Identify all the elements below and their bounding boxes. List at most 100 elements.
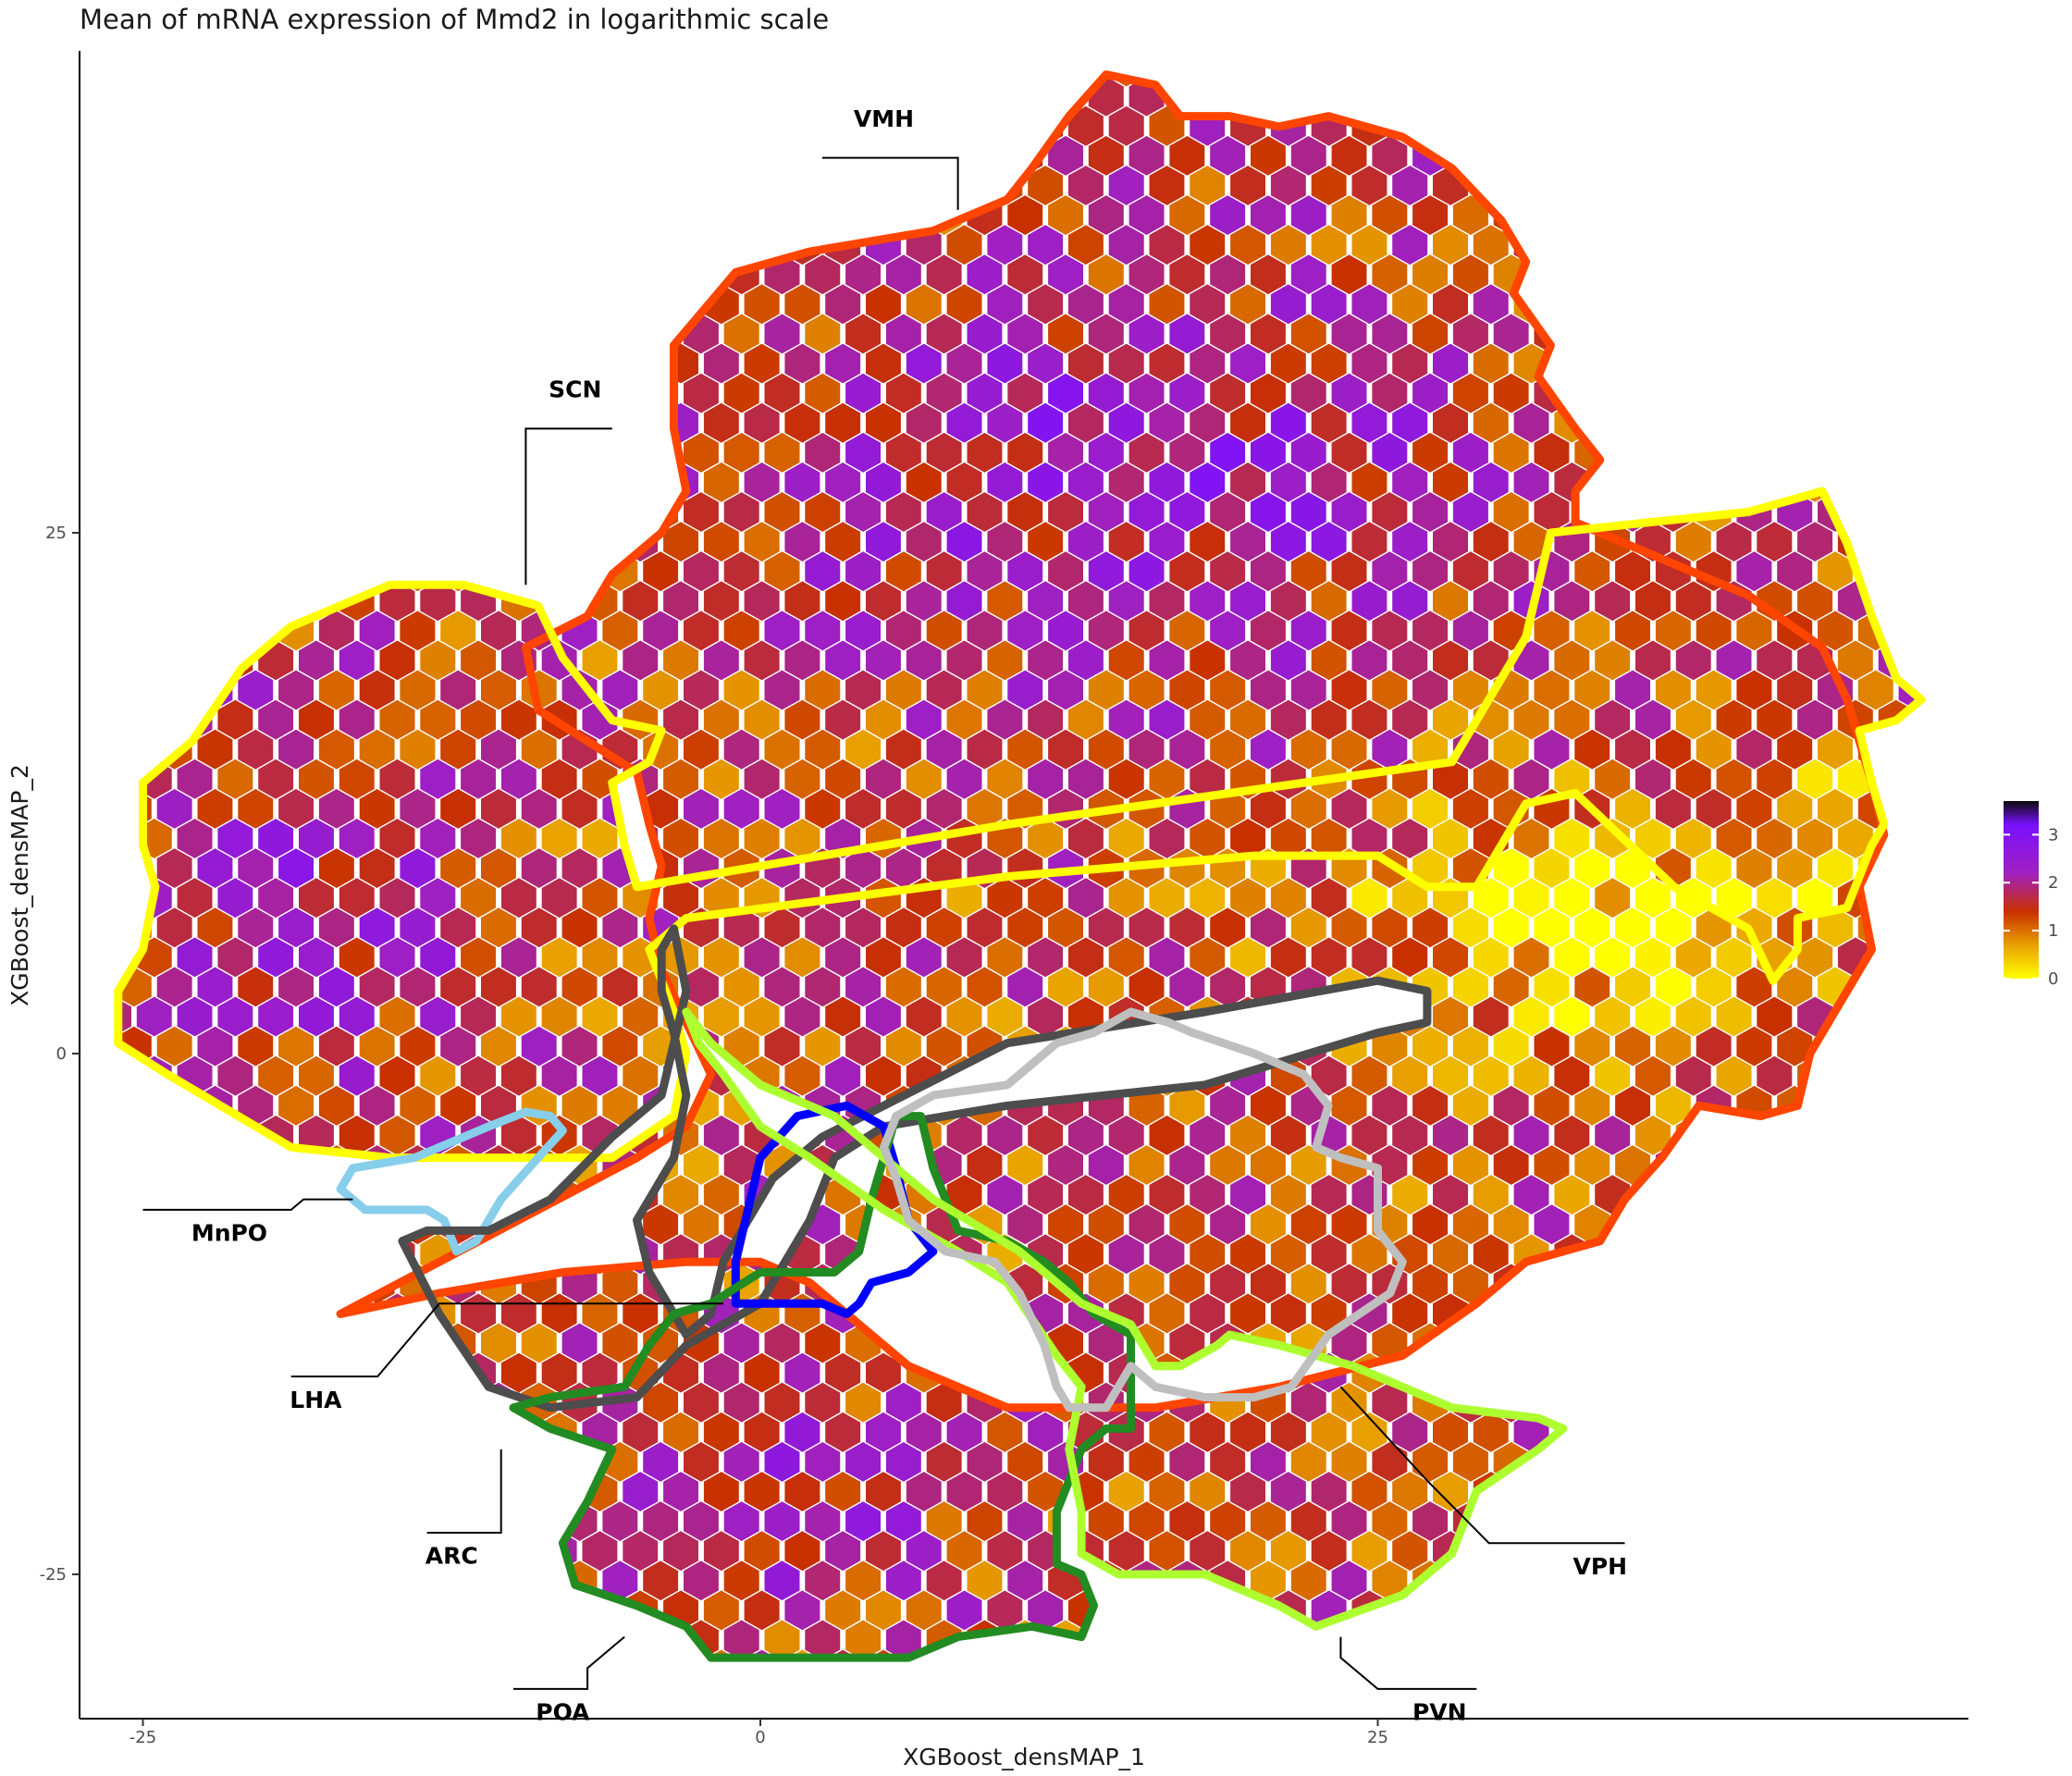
hex-cell	[602, 1680, 637, 1720]
hex-cell	[339, 1055, 375, 1096]
hex-cell	[1331, 195, 1367, 235]
hex-cell	[1007, 967, 1043, 1007]
hex-cell	[1210, 1501, 1246, 1541]
hex-cell	[1108, 225, 1144, 265]
hex-cell	[1757, 343, 1793, 384]
hex-cell	[1128, 373, 1165, 413]
hex-cell	[238, 373, 274, 413]
hex-cell	[177, 1293, 213, 1334]
hex-cell	[684, 254, 719, 295]
hex-cell	[1898, 492, 1921, 532]
hex-cell	[967, 1620, 1003, 1659]
hex-cell	[76, 433, 111, 473]
hex-cell	[1513, 166, 1549, 205]
hex-cell	[1696, 1680, 1732, 1720]
hex-cell	[1757, 1352, 1793, 1393]
hex-cell	[1108, 878, 1144, 919]
hex-cell	[238, 1680, 273, 1720]
hex-cell	[1696, 967, 1732, 1007]
hex-cell	[217, 1055, 253, 1096]
hex-cell	[1149, 1175, 1185, 1215]
hex-cell	[541, 1352, 577, 1393]
hex-cell	[420, 699, 456, 740]
hex-cell	[582, 1055, 618, 1096]
hex-cell	[76, 136, 111, 176]
hex-cell	[561, 1620, 598, 1659]
hex-cell	[1433, 522, 1468, 561]
hex-cell	[1433, 1055, 1468, 1096]
hex-cell	[1067, 166, 1104, 205]
hex-cell	[1857, 1085, 1893, 1126]
hex-cell	[1392, 284, 1428, 325]
hex-cell	[1290, 1501, 1326, 1541]
hex-cell	[299, 462, 334, 502]
hex-cell	[602, 136, 638, 176]
hex-cell	[1412, 1204, 1449, 1245]
hex-cell	[1169, 1560, 1205, 1601]
hex-cell	[1837, 819, 1873, 858]
hex-cell	[764, 610, 800, 651]
hex-cell	[400, 1442, 436, 1482]
hex-cell	[1230, 1649, 1265, 1659]
hex-cell	[1716, 166, 1752, 205]
hex-cell	[76, 1145, 111, 1185]
hex-cell	[1736, 1145, 1772, 1185]
hex-cell	[1918, 284, 1921, 325]
hex-cell	[663, 1234, 698, 1275]
hex-cell	[1918, 996, 1921, 1037]
hex-cell	[1898, 1145, 1921, 1185]
hex-cell	[258, 758, 294, 799]
hex-cell	[1210, 1680, 1245, 1720]
hex-cell	[1493, 1620, 1529, 1659]
hex-cell	[1392, 74, 1428, 87]
hex-cell	[1088, 610, 1124, 651]
hex-cell	[156, 1145, 192, 1185]
hex-cell	[623, 402, 659, 443]
hex-cell	[1108, 284, 1144, 325]
hex-cell	[461, 937, 496, 978]
hex-cell	[825, 996, 861, 1037]
hex-cell	[1837, 284, 1873, 325]
hex-cell-layer	[76, 18, 1921, 1720]
hex-cell	[1513, 402, 1549, 443]
hex-cell	[1149, 1293, 1185, 1334]
hex-cell	[602, 254, 638, 295]
hex-cell	[1007, 373, 1043, 413]
hex-cell	[1777, 1323, 1813, 1363]
hex-cell	[238, 967, 274, 1007]
hex-cell	[1190, 878, 1226, 919]
hex-cell	[156, 967, 192, 1007]
hex-cell	[117, 1382, 152, 1423]
hex-cell	[1655, 610, 1691, 651]
hex-cell	[117, 1145, 152, 1185]
hex-cell	[1169, 492, 1205, 532]
hex-cell	[946, 819, 982, 858]
hex-cell	[1554, 343, 1590, 384]
hex-cell	[1534, 967, 1570, 1007]
hex-cell	[1635, 640, 1671, 681]
hex-cell	[1473, 1531, 1509, 1572]
hex-cell	[1898, 76, 1921, 117]
hex-cell	[845, 1382, 881, 1423]
hex-cell	[1473, 878, 1509, 919]
hex-cell	[1392, 343, 1428, 384]
hex-cell	[1028, 758, 1064, 799]
hex-cell	[1128, 314, 1165, 354]
hex-cell	[339, 937, 375, 978]
hex-cell	[500, 1352, 536, 1393]
hex-cell	[1635, 758, 1671, 799]
hex-cell	[177, 1175, 213, 1215]
hex-cell	[927, 18, 962, 57]
hex-cell	[825, 522, 861, 561]
hex-cell	[967, 492, 1003, 532]
hex-cell	[1818, 432, 1853, 473]
hex-cell	[1128, 1442, 1165, 1482]
hex-cell	[1878, 1352, 1914, 1393]
hex-cell	[117, 1680, 152, 1720]
hex-cell	[299, 1055, 334, 1096]
hex-cell	[1067, 1116, 1104, 1155]
hex-cell	[1251, 254, 1286, 295]
hex-cell	[1818, 1204, 1853, 1245]
hex-cell	[299, 1472, 334, 1511]
